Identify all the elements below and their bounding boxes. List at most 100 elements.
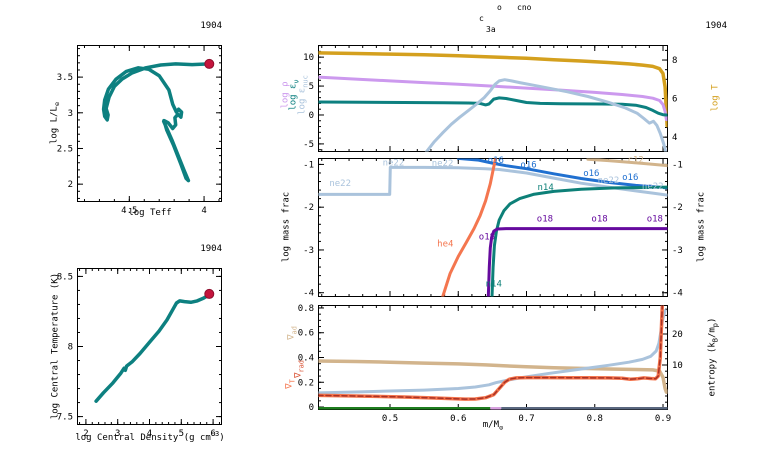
profiles-xlabel: m/M⊙ [482,420,504,432]
x-tick-label: 4 [201,206,206,216]
hr-ylabel: log L/L⊙ [49,101,62,145]
y-tick-label: 2.5 [57,144,73,154]
y-tick-label-right: 4 [672,133,677,143]
model-number-profiles: 1904 [705,21,727,31]
grad-ylabel-T: ∇T [284,379,297,389]
series-o18 [486,227,668,297]
x-tick-label: 0.7 [518,414,534,424]
x-tick-label: 3 [115,429,120,439]
series-o16 [456,158,668,190]
abund-ylabel-right: log mass frac [696,191,707,263]
curve-label-n14: n14 [486,279,502,289]
series-he4 [441,158,498,297]
y-tick-label-right: -1 [672,160,683,170]
curve-label-c12: c12 [628,155,644,165]
y-tick-label-right: -2 [672,203,683,213]
axes-t-rho-c [77,268,222,425]
current-model-marker [204,288,215,299]
curve-label-ne22: ne22 [383,158,405,168]
y-tick-label-right: -4 [672,289,683,299]
y-tick-label: -4 [303,289,314,299]
x-tick-label: 5 [179,429,184,439]
x-tick-label: 6 [210,429,215,439]
y-tick-label: 5 [309,82,314,92]
y-tick-label: 0.8 [298,304,314,314]
y-tick-label: 8.5 [57,272,73,282]
y-tick-label: 0 [309,111,314,121]
y-tick-label: 3.5 [57,73,73,83]
panel-profile-top: 10 5 0 -5 8 6 4 [303,45,677,152]
panel-hr-diagram: 4.5 4 2 2.5 3 3.5 [57,45,222,216]
y-tick-label: 2 [68,180,73,190]
y-tick-label-right: -3 [672,246,683,256]
trhoc-ylabel: log Central Temperature (K) [50,272,61,420]
series-entropy [318,309,667,395]
y-tick-label: 8 [68,343,73,353]
series-ne22 [318,165,668,197]
series-log-eps-nuc [424,78,668,152]
burn-label-cno: cno [517,3,532,12]
y-tick-label: 0.2 [298,378,314,388]
curve-label-o16: o16 [622,173,638,183]
y-tick-label-right: 10 [672,361,683,371]
curve-label-ne22: ne22 [329,179,351,189]
series-grad-rad [318,305,664,400]
x-tick-label: 0.8 [587,414,603,424]
profile-ylabel-logT: log T [710,84,721,112]
x-tick-label: 2 [83,429,88,439]
panel-t-rho-c: 2 3 4 5 6 7.5 8 8.5 [57,268,222,439]
x-tick-label: 4 [147,429,152,439]
hr-xlabel: log Teff [128,208,172,218]
series-evolution-track [101,62,212,183]
y-tick-label-right: 8 [672,56,677,66]
x-tick-label: 0.6 [450,414,466,424]
panel-gradients: 0.5 0.6 0.7 0.8 0.9 0 0.2 0.4 0.6 0.8 10 20 [298,304,683,424]
curve-label-n14: n14 [537,183,553,193]
trhoc-xlabel: log Central Density (g cm-3) [75,430,225,443]
curve-label-ne22: ne22 [432,159,454,169]
curve-label-ne22: ne22 [598,176,620,186]
x-tick-label: 0.5 [382,414,398,424]
curve-label-he4: he4 [437,240,453,250]
y-tick-label-right: 20 [672,330,683,340]
series-c12 [586,158,668,168]
y-tick-label: -5 [303,140,314,150]
burn-label-c: c [479,14,484,23]
y-tick-label-right: 6 [672,95,677,105]
series-log-eps-nu [318,96,668,117]
curve-label-o18: o18 [647,214,663,224]
burn-label-3a: 3a [486,25,496,34]
model-number-hr: 1904 [200,21,222,31]
y-tick-label: 3 [68,109,73,119]
model-number-trhoc: 1904 [200,244,222,254]
entropy-ylabel: entropy (kB/mp) [707,317,720,397]
y-tick-label: 0.4 [298,354,314,364]
curve-label-o16: o16 [488,156,504,166]
curve-label-o16: o16 [520,160,536,170]
series-grad-ad [318,359,668,394]
curve-label-o18: o18 [537,214,553,224]
series-log-rho [318,75,668,122]
y-tick-label: 0.6 [298,329,314,339]
y-tick-label: 0 [309,403,314,413]
y-tick-label: -2 [303,203,314,213]
y-tick-label: 10 [303,53,314,63]
x-tick-label: 0.9 [655,414,671,424]
abund-ylabel-left: log mass frac [281,191,292,263]
curve-label-o16: o16 [583,169,599,179]
curve-label-o18: o18 [591,214,607,224]
series-log-T [318,51,668,128]
y-tick-label: 7.5 [57,413,73,423]
y-tick-label: -3 [303,246,314,256]
curve-label-ne22: ne22 [642,182,664,192]
axes-hr-diagram [77,45,222,202]
current-model-marker [204,58,215,69]
burn-label-o: o [497,3,502,12]
series-central-conditions-track [94,293,211,403]
x-tick-label: 4.5 [121,206,137,216]
series-n14 [490,185,668,297]
curve-label-o18: o18 [479,233,495,243]
y-tick-label: -1 [303,160,314,170]
